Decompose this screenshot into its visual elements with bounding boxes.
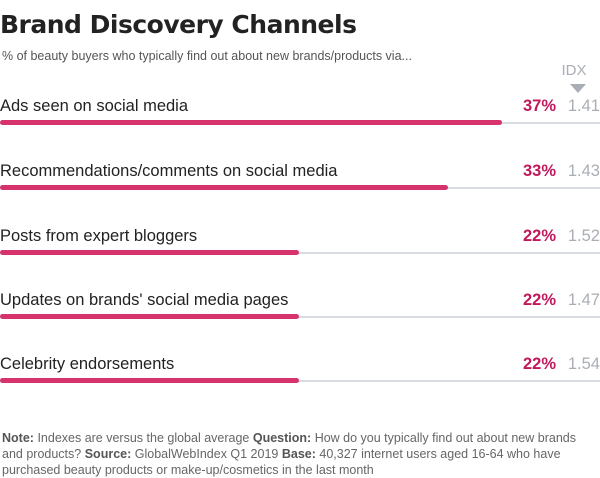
value-label: 22% (522, 291, 556, 309)
category-label: Celebrity endorsements (0, 355, 175, 373)
bar-track (0, 252, 600, 254)
source-text: GlobalWebIndex Q1 2019 (134, 447, 279, 461)
question-label: Question: (252, 431, 312, 445)
idx-column-header: IDX (561, 62, 587, 79)
category-label: Ads seen on social media (0, 97, 189, 115)
bar-row: Updates on brands' social media pages 22%… (0, 291, 600, 331)
bar-row: Posts from expert bloggers 22% 1.52 (0, 227, 600, 267)
bar-fill (0, 378, 299, 383)
chart-title: Brand Discovery Channels (0, 10, 357, 39)
bar-row: Recommendations/comments on social media… (0, 162, 600, 202)
idx-value: 1.54 (567, 355, 600, 373)
note-label: Note: (2, 431, 34, 445)
source-label: Source: (84, 447, 132, 461)
category-label: Recommendations/comments on social media (0, 162, 338, 180)
question-text: How do you typically find out about new … (2, 431, 576, 461)
note-text: Indexes are versus the global average (37, 431, 250, 445)
bar-track (0, 316, 600, 318)
bar-fill (0, 250, 299, 255)
idx-value: 1.47 (567, 291, 600, 309)
value-label: 37% (522, 97, 556, 115)
idx-value: 1.41 (567, 97, 600, 115)
bar-row: Ads seen on social media 37% 1.41 (0, 97, 600, 137)
bar-row: Celebrity endorsements 22% 1.54 (0, 355, 600, 395)
bar-fill (0, 314, 299, 319)
base-label: Base: (281, 447, 316, 461)
value-label: 33% (522, 162, 556, 180)
bar-fill (0, 185, 448, 190)
bar-track (0, 380, 600, 382)
base-text: 40,327 internet users aged 16-64 who hav… (2, 447, 561, 477)
idx-value: 1.52 (567, 227, 600, 245)
idx-sort-arrow-icon (570, 84, 586, 93)
chart-subtitle: % of beauty buyers who typically find ou… (2, 49, 412, 63)
idx-value: 1.43 (567, 162, 600, 180)
category-label: Posts from expert bloggers (0, 227, 198, 245)
value-label: 22% (522, 227, 556, 245)
category-label: Updates on brands' social media pages (0, 291, 289, 309)
value-label: 22% (522, 355, 556, 373)
footnote: Note: Indexes are versus the global aver… (2, 430, 594, 478)
bar-fill (0, 120, 502, 125)
